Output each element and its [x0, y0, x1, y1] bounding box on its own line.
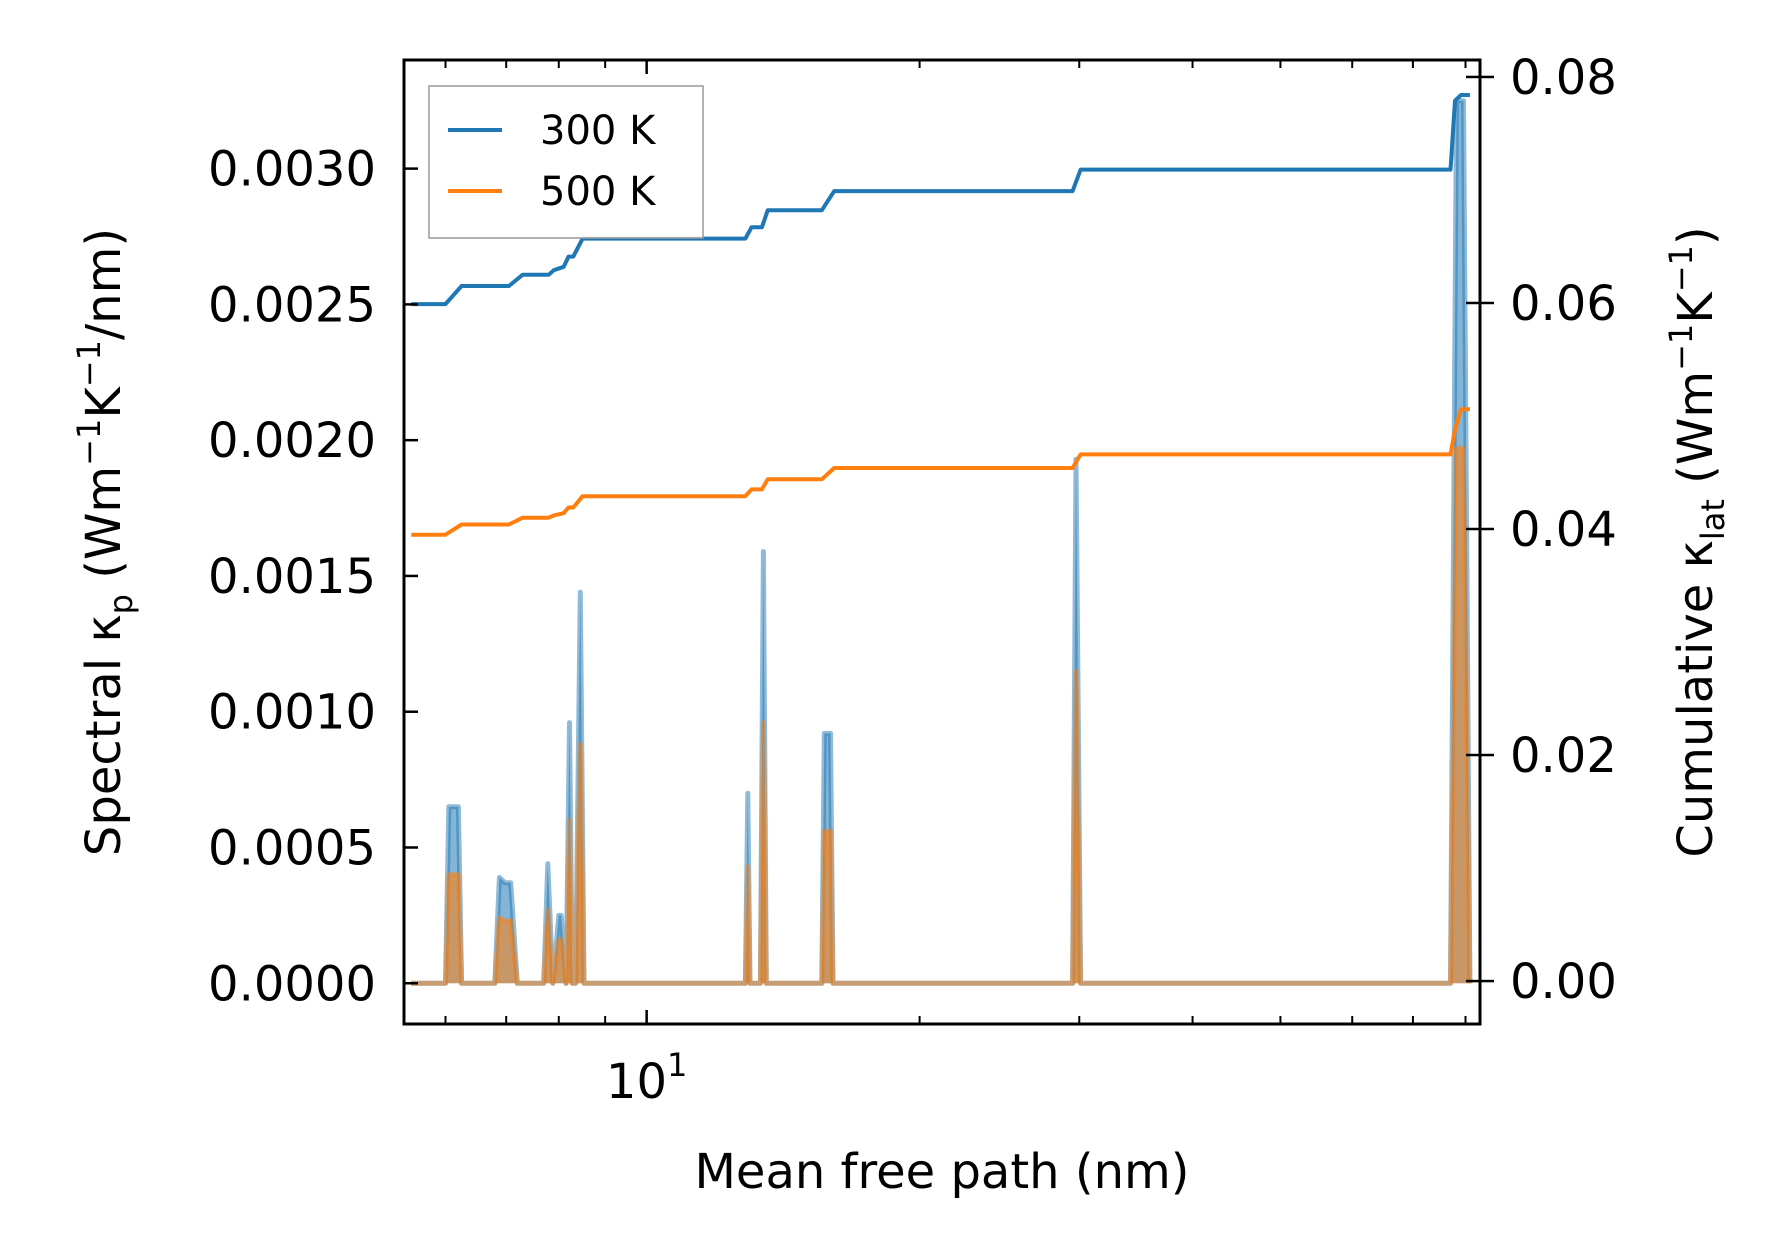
legend-label-500k: 500 K	[540, 169, 657, 215]
left-y-tick-label: 0.0000	[208, 956, 376, 1012]
right-y-tick-label: 0.00	[1510, 954, 1617, 1010]
left-y-tick-label: 0.0020	[208, 413, 376, 469]
right-y-tick-label: 0.02	[1510, 728, 1617, 784]
left-y-tick-label: 0.0005	[208, 820, 376, 876]
left-y-tick-label: 0.0030	[208, 142, 376, 198]
left-y-tick-label: 0.0015	[208, 549, 376, 605]
spectral-line-1	[411, 445, 1473, 986]
left-y-tick-label: 0.0010	[208, 685, 376, 741]
x-tick-mantissa: 10	[606, 1054, 667, 1110]
x-axis-title: Mean free path (nm)	[695, 1144, 1190, 1200]
spectral-series-layer	[411, 98, 1473, 986]
legend: 300 K 500 K	[428, 85, 704, 239]
left-y-tick-label: 0.0025	[208, 277, 376, 333]
right-y-axis-title: Cumulative κlat (Wm−1K−1)	[1662, 226, 1732, 857]
plot-frame	[402, 58, 1482, 1026]
ticks-layer: 0.0000 0.0005 0.0010 0.0015 0.0020 0.0025 0.00…	[208, 50, 1617, 1024]
x-tick-exponent: 1	[667, 1046, 687, 1084]
right-y-tick-label: 0.04	[1510, 502, 1617, 558]
left-y-axis-title: Spectral κp (Wm−1K−1/nm)	[70, 228, 140, 856]
x-tick-label-10: 101	[606, 1046, 687, 1110]
right-y-tick-label: 0.06	[1510, 276, 1617, 332]
right-y-tick-label: 0.08	[1510, 50, 1617, 106]
cumulative-line-1	[411, 407, 1470, 537]
legend-box	[428, 85, 704, 239]
legend-label-300k: 300 K	[540, 108, 657, 154]
